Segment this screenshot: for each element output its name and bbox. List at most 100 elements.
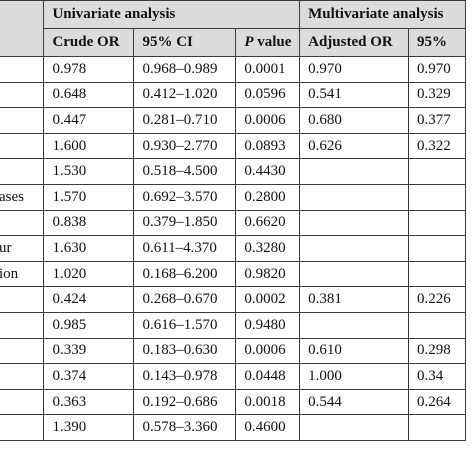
p-value-cell: 0.4430	[235, 158, 301, 185]
crude-or-cell: 1.600	[43, 132, 135, 160]
p-italic: P	[244, 34, 254, 50]
p-value-cell: 0.0448	[235, 363, 301, 390]
regression-table: Univariate analysis Multivariate analysi…	[0, 0, 467, 441]
adjusted-ci-cell: 0.329	[407, 81, 467, 109]
table-row: 1.530 0.518–4.500 0.4430	[0, 158, 467, 185]
table-row: 0.374 0.143–0.978 0.0448 1.000 0.34	[0, 363, 467, 390]
adjusted-or-header: Adjusted OR	[299, 28, 409, 57]
variable-label-cell	[0, 81, 45, 109]
ci-cell: 0.968–0.989	[133, 56, 237, 83]
crude-or-cell: 0.447	[43, 107, 135, 134]
p-value-cell: 0.0006	[235, 337, 301, 365]
p-value-suffix: value	[253, 34, 292, 50]
p-value-cell: 0.0893	[235, 132, 301, 160]
table-header: Univariate analysis Multivariate analysi…	[0, 0, 467, 57]
variable-label-cell	[0, 107, 45, 134]
header-group-row: Univariate analysis Multivariate analysi…	[0, 0, 466, 57]
ci-header: 95% CI	[133, 28, 237, 57]
adjusted-or-cell: 0.544	[299, 388, 409, 416]
adjusted-or-cell	[299, 158, 409, 185]
crude-or-cell: 1.020	[43, 260, 135, 288]
p-value-cell: 0.2800	[235, 183, 301, 211]
variable-label-cell	[0, 209, 45, 237]
table-row: ases 1.570 0.692–3.570 0.2800	[0, 183, 467, 211]
univariate-group-header: Univariate analysis	[43, 0, 301, 29]
crude-or-cell: 0.978	[43, 56, 135, 83]
crude-or-cell: 0.424	[43, 286, 135, 313]
p-value-cell: 0.0002	[235, 286, 301, 313]
adjusted-ci-cell: 0.264	[407, 388, 467, 416]
ci-cell: 0.281–0.710	[133, 107, 237, 134]
ci-cell: 0.930–2.770	[133, 132, 237, 160]
ci-cell: 0.578–3.360	[133, 414, 237, 441]
variable-label-cell	[0, 286, 45, 313]
adjusted-or-cell: 0.541	[299, 81, 409, 109]
ci-cell: 0.192–0.686	[133, 388, 237, 416]
adjusted-ci-cell: 0.377	[407, 107, 467, 134]
p-value-cell: 0.6620	[235, 209, 301, 237]
ci-cell: 0.611–4.370	[133, 235, 237, 262]
ci-cell: 0.379–1.850	[133, 209, 237, 237]
adjusted-ci-cell	[407, 209, 467, 237]
p-value-cell: 0.3280	[235, 235, 301, 262]
variable-label-cell	[0, 132, 45, 160]
p-value-cell: 0.9820	[235, 260, 301, 288]
table-body: 0.978 0.968–0.989 0.0001 0.970 0.970 0.648 0.4…	[0, 56, 467, 441]
adjusted-ci-header: 95%	[407, 28, 467, 57]
adjusted-or-cell	[299, 414, 409, 441]
p-value-cell: 0.0006	[235, 107, 301, 134]
adjusted-ci-cell: 0.298	[407, 337, 467, 365]
table-row: 0.339 0.183–0.630 0.0006 0.610 0.298	[0, 337, 467, 365]
p-value-cell: 0.0596	[235, 81, 301, 109]
adjusted-or-cell	[299, 183, 409, 211]
variable-label-cell	[0, 311, 45, 339]
adjusted-or-cell: 0.626	[299, 132, 409, 160]
adjusted-or-cell	[299, 235, 409, 262]
table-row: 0.363 0.192–0.686 0.0018 0.544 0.264	[0, 388, 467, 416]
variable-label-cell	[0, 414, 45, 441]
table-row: 0.978 0.968–0.989 0.0001 0.970 0.970	[0, 56, 467, 83]
p-value-header: P value	[235, 28, 301, 57]
adjusted-or-cell: 0.381	[299, 286, 409, 313]
adjusted-ci-cell	[407, 158, 467, 185]
crude-or-cell: 0.339	[43, 337, 135, 365]
crude-or-cell: 0.648	[43, 81, 135, 109]
table-row: 1.600 0.930–2.770 0.0893 0.626 0.322	[0, 132, 467, 160]
table-row: 0.985 0.616–1.570 0.9480	[0, 311, 467, 339]
variable-label-cell	[0, 158, 45, 185]
ci-cell: 0.268–0.670	[133, 286, 237, 313]
header-corner-cell	[0, 0, 45, 57]
adjusted-or-cell	[299, 311, 409, 339]
adjusted-ci-cell	[407, 311, 467, 339]
crude-or-cell: 0.985	[43, 311, 135, 339]
adjusted-ci-cell	[407, 183, 467, 211]
adjusted-ci-cell: 0.970	[407, 56, 467, 83]
header-column-row: Crude OR 95% CI P value Adjusted OR 95%	[0, 28, 467, 57]
variable-label-cell: ases	[0, 183, 45, 211]
variable-label-cell	[0, 363, 45, 390]
crude-or-cell: 1.570	[43, 183, 135, 211]
crude-or-cell: 1.530	[43, 158, 135, 185]
crude-or-header: Crude OR	[43, 28, 135, 57]
adjusted-or-cell	[299, 209, 409, 237]
ci-cell: 0.616–1.570	[133, 311, 237, 339]
p-value-cell: 0.0001	[235, 56, 301, 83]
ci-cell: 0.412–1.020	[133, 81, 237, 109]
adjusted-ci-cell: 0.226	[407, 286, 467, 313]
adjusted-ci-cell: 0.34	[407, 363, 467, 390]
adjusted-or-cell: 1.000	[299, 363, 409, 390]
ci-cell: 0.692–3.570	[133, 183, 237, 211]
table-row: 0.648 0.412–1.020 0.0596 0.541 0.329	[0, 81, 467, 109]
multivariate-group-header: Multivariate analysis	[299, 0, 466, 29]
ci-cell: 0.143–0.978	[133, 363, 237, 390]
variable-label-cell	[0, 56, 45, 83]
adjusted-or-cell: 0.680	[299, 107, 409, 134]
crude-or-cell: 1.630	[43, 235, 135, 262]
table-row: 0.838 0.379–1.850 0.6620	[0, 209, 467, 237]
adjusted-ci-cell	[407, 235, 467, 262]
table-row: ur 1.630 0.611–4.370 0.3280	[0, 235, 467, 262]
adjusted-or-cell: 0.610	[299, 337, 409, 365]
crude-or-cell: 0.363	[43, 388, 135, 416]
crude-or-cell: 1.390	[43, 414, 135, 441]
